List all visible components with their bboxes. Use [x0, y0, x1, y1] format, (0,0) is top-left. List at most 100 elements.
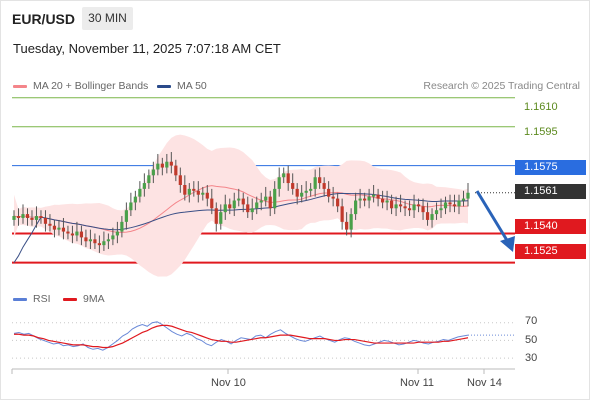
candle [345, 212, 349, 236]
candle-body [336, 198, 340, 207]
candle [25, 208, 30, 226]
candle [174, 159, 178, 182]
candle-body [363, 198, 367, 201]
candle-body [34, 216, 39, 220]
candle-body [201, 192, 205, 195]
candle-body [48, 223, 52, 226]
candle [151, 161, 155, 184]
candle-body [237, 198, 241, 201]
candle [70, 225, 75, 244]
candle-body [434, 210, 439, 215]
timeframe-button[interactable]: 30 MIN [82, 7, 133, 30]
candle [106, 233, 110, 250]
candle-body [452, 204, 457, 207]
candle [434, 202, 439, 220]
candle-body [407, 208, 412, 211]
candle [363, 192, 367, 207]
candle [372, 185, 376, 203]
candle [178, 167, 182, 193]
candle-body [75, 231, 79, 236]
candle [304, 181, 308, 201]
candle [452, 194, 457, 213]
candle-body [421, 206, 425, 213]
candle-body [331, 196, 335, 199]
candle [291, 173, 295, 195]
ma9-swatch-icon [63, 297, 77, 301]
candle-body [304, 190, 308, 193]
candle-body [214, 208, 218, 224]
candle-body [385, 200, 389, 203]
candle-body [430, 214, 434, 220]
rsi-level-70: 70 [525, 315, 538, 327]
timestamp: Tuesday, November 11, 2025 7:07:18 AM CE… [13, 41, 281, 56]
candle [102, 231, 106, 251]
candle [309, 183, 313, 197]
candle [376, 188, 380, 207]
candle-body [79, 231, 84, 238]
candle-body [412, 204, 416, 211]
candle-body [120, 221, 124, 232]
candle [79, 225, 84, 246]
candle [160, 157, 164, 176]
candle [250, 198, 254, 220]
candle [349, 208, 353, 238]
candle-body [448, 202, 452, 205]
candle [300, 185, 304, 203]
candle [461, 190, 466, 207]
legend-ma50: MA 50 [157, 80, 207, 92]
candle-body [129, 202, 133, 211]
candle [21, 204, 25, 224]
legend-bollinger-label: MA 20 + Bollinger Bands [33, 80, 149, 92]
candle [398, 194, 403, 213]
candle [286, 165, 290, 191]
tag-support-1: 1.1540 [515, 219, 586, 234]
candle-body [97, 243, 102, 246]
candle-body [457, 200, 461, 207]
candle-body [219, 212, 223, 224]
candle [124, 202, 128, 230]
candle [389, 194, 394, 215]
candle [201, 186, 205, 201]
candle-body [376, 194, 380, 199]
ma50-swatch-icon [157, 84, 171, 88]
rsi-level-50: 50 [525, 334, 538, 346]
candle-body [183, 185, 187, 195]
candle [439, 198, 443, 218]
candle-body [327, 188, 331, 197]
candle-body [398, 204, 403, 207]
candle [129, 192, 133, 217]
candle-body [273, 188, 277, 209]
candle-body [255, 202, 259, 209]
candle-body [84, 237, 88, 242]
candle [52, 219, 57, 238]
candle-body [358, 198, 362, 201]
candle [403, 200, 407, 217]
research-credit: Research © 2025 Trading Central [423, 80, 580, 92]
candle-body [380, 198, 385, 203]
candle-body [133, 196, 137, 203]
candle-body [151, 169, 155, 176]
candle-body [461, 198, 466, 201]
candle-body [187, 188, 191, 195]
candle [34, 206, 39, 228]
tag-support-2: 1.1525 [515, 244, 586, 259]
candle [219, 204, 223, 230]
candle-body [12, 216, 16, 220]
candle-body [16, 216, 21, 218]
candle-body [102, 241, 106, 246]
candle [133, 190, 137, 211]
candle-body [57, 227, 61, 230]
candle [66, 225, 70, 240]
candle-body [174, 165, 178, 176]
candle-body [264, 196, 268, 201]
forecast-arrow-line [475, 190, 510, 243]
tag-pivot: 1.1575 [515, 160, 586, 175]
rsi-swatch-icon [13, 297, 27, 301]
candle [421, 198, 425, 220]
candle-body [178, 175, 182, 185]
candle-body [443, 202, 448, 209]
legend-ma9-label: 9MA [83, 293, 105, 305]
chart-header: EUR/USD 30 MIN [0, 0, 590, 36]
candle [412, 194, 416, 218]
